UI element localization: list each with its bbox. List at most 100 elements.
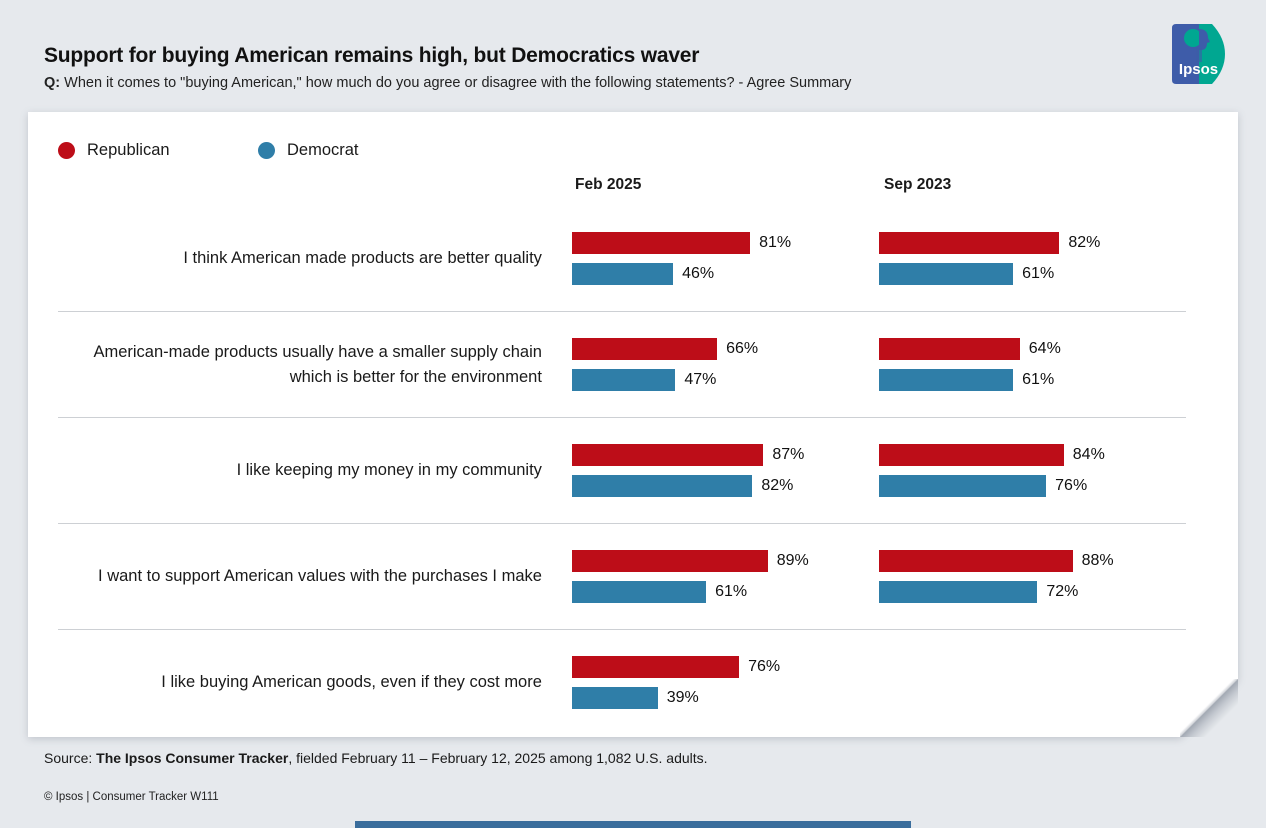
copyright-line: © Ipsos | Consumer Tracker W111: [44, 791, 219, 803]
bar-republican: [879, 338, 1020, 360]
chart-card: Republican Democrat Feb 2025 Sep 2023 I …: [28, 112, 1238, 737]
statement-row: I want to support American values with t…: [58, 523, 1186, 629]
bar-group-feb-2025: 76% 39%: [572, 656, 879, 709]
statement-label: I like buying American goods, even if th…: [161, 673, 542, 692]
column-headers: Feb 2025 Sep 2023: [58, 176, 1208, 198]
bar-group-sep-2023: 64% 61%: [879, 338, 1186, 391]
page-subtitle: Q: When it comes to "buying American," h…: [44, 75, 1166, 91]
bar-line: 89%: [572, 550, 879, 572]
bar-democrat: [572, 687, 658, 709]
bar-line: 61%: [879, 369, 1186, 391]
question-label: Q:: [44, 75, 61, 91]
bar-line: 81%: [572, 232, 879, 254]
statement-row: I like keeping my money in my community 8…: [58, 417, 1186, 523]
bar-line: 66%: [572, 338, 879, 360]
bar-line: 47%: [572, 369, 879, 391]
bar-line: 61%: [879, 263, 1186, 285]
bar-republican: [879, 550, 1073, 572]
value-label: 61%: [1022, 265, 1055, 282]
value-label: 82%: [761, 477, 794, 494]
bar-group-sep-2023: 82% 61%: [879, 232, 1186, 285]
logo-silhouette-right: [1199, 29, 1210, 51]
bar-line: 87%: [572, 444, 879, 466]
bar-group-sep-2023: [879, 656, 1186, 709]
report-header: Support for buying American remains high…: [44, 44, 1166, 91]
bar-line: 82%: [879, 232, 1186, 254]
chart-rows: I think American made products are bette…: [58, 206, 1186, 735]
logo-wordmark: Ipsos: [1179, 61, 1218, 78]
ipsos-logo: Ipsos: [1172, 24, 1225, 84]
bar-group-feb-2025: 81% 46%: [572, 232, 879, 285]
value-label: 76%: [748, 658, 781, 675]
chart-legend: Republican Democrat: [58, 138, 1208, 162]
bar-line: [879, 687, 1186, 709]
democrat-dot-icon: [258, 142, 275, 159]
column-header-sep-2023: Sep 2023: [884, 176, 952, 193]
bar-group-feb-2025: 87% 82%: [572, 444, 879, 497]
page-title: Support for buying American remains high…: [44, 44, 700, 67]
value-label: 88%: [1081, 552, 1114, 569]
bar-line: 64%: [879, 338, 1186, 360]
bar-republican: [572, 338, 717, 360]
bar-group-sep-2023: 88% 72%: [879, 550, 1186, 603]
value-label: 61%: [715, 583, 748, 600]
question-text: When it comes to "buying American," how …: [60, 75, 852, 91]
value-label: 87%: [772, 446, 805, 463]
bar-republican: [572, 444, 763, 466]
bar-line: 39%: [572, 687, 879, 709]
source-tracker-name: The Ipsos Consumer Tracker: [96, 750, 289, 766]
bar-group-feb-2025: 89% 61%: [572, 550, 879, 603]
bar-line: 84%: [879, 444, 1186, 466]
legend-label: Republican: [87, 140, 170, 159]
statement-row: I like buying American goods, even if th…: [58, 629, 1186, 735]
bar-line: 82%: [572, 475, 879, 497]
bar-democrat: [879, 369, 1013, 391]
source-note: Source: The Ipsos Consumer Tracker, fiel…: [44, 750, 708, 766]
bar-democrat: [572, 369, 675, 391]
bar-group-sep-2023: 84% 76%: [879, 444, 1186, 497]
bar-democrat: [572, 475, 752, 497]
column-header-feb-2025: Feb 2025: [575, 176, 642, 193]
bar-democrat: [879, 581, 1037, 603]
value-label: 76%: [1055, 477, 1088, 494]
value-label: 39%: [666, 689, 699, 706]
bar-democrat: [879, 263, 1013, 285]
value-label: 46%: [682, 265, 715, 282]
value-label: 84%: [1072, 446, 1105, 463]
bar-line: 76%: [572, 656, 879, 678]
bar-line: 46%: [572, 263, 879, 285]
source-prefix: Source:: [44, 750, 97, 766]
bar-republican: [572, 232, 750, 254]
bar-line: 76%: [879, 475, 1186, 497]
value-label: 47%: [684, 371, 717, 388]
value-label: 81%: [759, 234, 792, 251]
value-label: 61%: [1022, 371, 1055, 388]
bar-line: [879, 656, 1186, 678]
bar-line: 88%: [879, 550, 1186, 572]
bar-democrat: [879, 475, 1046, 497]
value-label: 89%: [776, 552, 809, 569]
statement-label: American-made products usually have a sm…: [93, 342, 542, 386]
republican-dot-icon: [58, 142, 75, 159]
bar-democrat: [572, 581, 706, 603]
bar-group-feb-2025: 66% 47%: [572, 338, 879, 391]
value-label: 64%: [1028, 340, 1061, 357]
statement-label: I think American made products are bette…: [183, 249, 542, 268]
bottom-accent-bar: [355, 821, 911, 828]
logo-silhouette-left: [1184, 29, 1202, 47]
bar-republican: [879, 444, 1064, 466]
statement-row: American-made products usually have a sm…: [58, 311, 1186, 417]
bar-line: 72%: [879, 581, 1186, 603]
bar-republican: [879, 232, 1059, 254]
bar-republican: [572, 550, 768, 572]
value-label: 82%: [1068, 234, 1101, 251]
bar-democrat: [572, 263, 673, 285]
bar-line: 61%: [572, 581, 879, 603]
statement-label: I like keeping my money in my community: [236, 461, 542, 480]
bar-republican: [572, 656, 739, 678]
legend-item-democrat: Democrat: [258, 141, 444, 160]
statement-row: I think American made products are bette…: [58, 206, 1186, 311]
source-suffix: , fielded February 11 – February 12, 202…: [288, 750, 708, 766]
statement-label: I want to support American values with t…: [98, 567, 542, 586]
value-label: 72%: [1046, 583, 1079, 600]
